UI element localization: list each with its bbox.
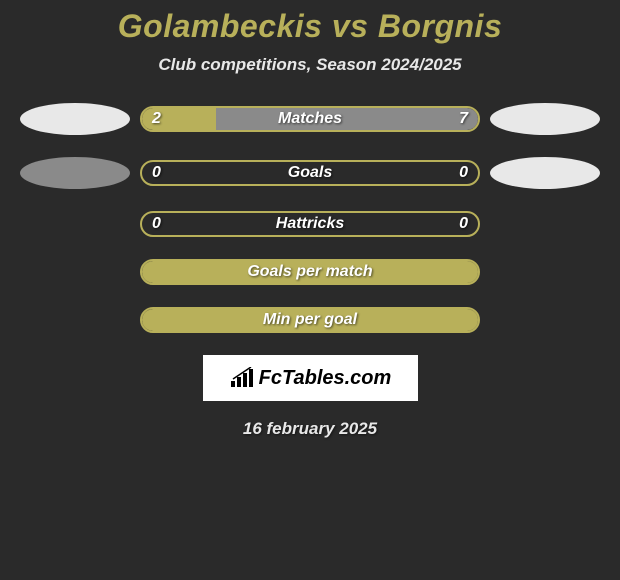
subtitle: Club competitions, Season 2024/2025 [0,55,620,75]
stat-label: Hattricks [276,215,344,233]
chart-icon [229,367,255,389]
stat-label: Min per goal [263,311,357,329]
stat-row: 0 0 Goals [0,157,620,189]
date-label: 16 february 2025 [0,419,620,439]
comparison-infographic: Golambeckis vs Borgnis Club competitions… [0,0,620,439]
stat-label: Goals per match [247,263,372,281]
stat-bar: Goals per match [140,259,480,285]
stat-value-right: 0 [459,215,468,233]
stat-row: Min per goal [0,307,620,333]
stat-value-left: 0 [152,215,161,233]
source-logo: FcTables.com [203,355,418,401]
stat-label: Matches [278,110,342,128]
stat-value-left: 2 [152,110,161,128]
player-avatar-right [490,103,600,135]
stat-bar: 0 0 Goals [140,160,480,186]
stat-row: Goals per match [0,259,620,285]
stat-bar: 0 0 Hattricks [140,211,480,237]
stat-value-right: 7 [459,110,468,128]
page-title: Golambeckis vs Borgnis [0,8,620,45]
bar-fill-right [216,108,478,130]
stat-label: Goals [288,164,332,182]
player-avatar-left [20,157,130,189]
stat-bar: 2 7 Matches [140,106,480,132]
stat-row: 0 0 Hattricks [0,211,620,237]
stat-value-left: 0 [152,164,161,182]
player-avatar-left [20,103,130,135]
stat-row: 2 7 Matches [0,103,620,135]
stat-bar: Min per goal [140,307,480,333]
player-avatar-right [490,157,600,189]
stat-value-right: 0 [459,164,468,182]
stats-list: 2 7 Matches 0 0 Goals 0 0 Hattricks Goals per mat… [0,103,620,333]
logo-text: FcTables.com [259,367,392,390]
